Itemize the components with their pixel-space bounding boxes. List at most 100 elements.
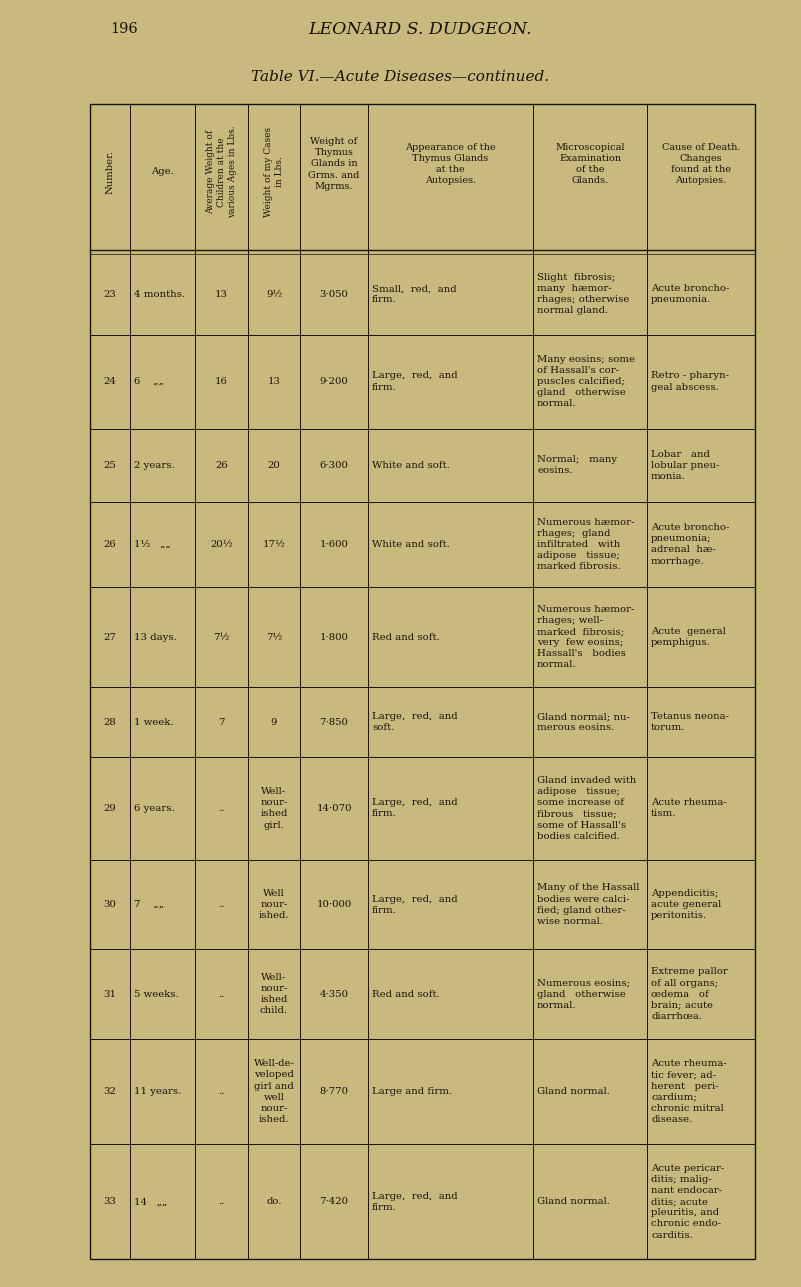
Text: 14   „„: 14 „„ [134,1197,167,1206]
Text: Large,  red,  and
soft.: Large, red, and soft. [372,712,457,732]
Text: 7½: 7½ [213,632,230,641]
Text: Numerous hæmor-
rhages;  gland
infiltrated   with
adipose   tissue;
marked fibro: Numerous hæmor- rhages; gland infiltrate… [537,517,634,571]
Text: 7    „„: 7 „„ [134,900,164,909]
Text: 14·070: 14·070 [316,804,352,813]
Text: 1 week.: 1 week. [134,718,174,727]
Text: 28: 28 [103,718,116,727]
Text: Well
nour-
ished.: Well nour- ished. [259,889,289,920]
Text: Extreme pallor
of all organs;
œdema   of
brain; acute
diarrhœa.: Extreme pallor of all organs; œdema of b… [651,968,728,1021]
Text: Microscopical
Examination
of the
Glands.: Microscopical Examination of the Glands. [555,143,625,185]
Text: 7: 7 [218,718,225,727]
Text: Table VI.—Acute Diseases—continued.: Table VI.—Acute Diseases—continued. [251,69,549,84]
Text: 1⅟₂   „„: 1⅟₂ „„ [134,541,171,548]
Text: Large,  red,  and
firm.: Large, red, and firm. [372,798,457,819]
Text: Normal;   many
eosins.: Normal; many eosins. [537,456,617,475]
Text: 9½: 9½ [266,290,282,299]
Text: 1·800: 1·800 [320,632,348,641]
Text: 24: 24 [103,377,116,386]
Text: 13: 13 [268,377,280,386]
Text: 30: 30 [103,900,116,909]
Text: 4·350: 4·350 [320,990,348,999]
Text: 13: 13 [215,290,228,299]
Text: Lobar   and
lobular pneu-
monia.: Lobar and lobular pneu- monia. [651,449,719,481]
Text: 26: 26 [103,541,116,548]
Text: 26: 26 [215,461,227,470]
Text: ..: .. [218,804,225,813]
Text: Numerous hæmor-
rhages; well-
marked  fibrosis;
very  few eosins;
Hassall's   bo: Numerous hæmor- rhages; well- marked fib… [537,605,634,669]
Text: ..: .. [218,1197,225,1206]
Text: 20: 20 [268,461,280,470]
Text: 196: 196 [110,22,138,36]
Text: Well-
nour-
ished
child.: Well- nour- ished child. [260,973,288,1015]
Text: Slight  fibrosis;
many  hæmor-
rhages; otherwise
normal gland.: Slight fibrosis; many hæmor- rhages; oth… [537,273,630,315]
Text: Number.: Number. [106,151,115,194]
Text: ..: .. [218,990,225,999]
Text: 31: 31 [103,990,116,999]
Text: 1·600: 1·600 [320,541,348,548]
Text: 16: 16 [215,377,228,386]
Text: 8·770: 8·770 [320,1088,348,1097]
Text: 4 months.: 4 months. [134,290,185,299]
Text: 6·300: 6·300 [320,461,348,470]
Text: 27: 27 [103,632,116,641]
Text: Small,  red,  and
firm.: Small, red, and firm. [372,284,457,304]
Text: 6    „„: 6 „„ [134,377,164,386]
Text: Numerous eosins;
gland   otherwise
normal.: Numerous eosins; gland otherwise normal. [537,978,630,1010]
Text: 17½: 17½ [263,541,285,548]
Text: White and soft.: White and soft. [372,461,450,470]
Text: Many eosins; some
of Hassall's cor-
puscles calcified;
gland   otherwise
normal.: Many eosins; some of Hassall's cor- pusc… [537,355,635,408]
Text: Gland invaded with
adipose   tissue;
some increase of
fibrous   tissue;
some of : Gland invaded with adipose tissue; some … [537,776,636,840]
Text: Cause of Death.
Changes
found at the
Autopsies.: Cause of Death. Changes found at the Aut… [662,143,740,185]
Text: 11 years.: 11 years. [134,1088,181,1097]
Text: Large,  red,  and
firm.: Large, red, and firm. [372,1192,457,1212]
Text: Acute rheuma-
tic fever; ad-
herent   peri-
cardium;
chronic mitral
disease.: Acute rheuma- tic fever; ad- herent peri… [651,1059,727,1124]
Text: ..: .. [218,900,225,909]
Text: Average Weight of
Children at the
various Ages in Lbs.: Average Weight of Children at the variou… [206,126,237,219]
Text: ..: .. [218,1088,225,1097]
Text: do.: do. [266,1197,282,1206]
Text: Acute broncho-
pneumonia.: Acute broncho- pneumonia. [651,284,730,304]
Text: Red and soft.: Red and soft. [372,632,440,641]
Text: Well-de-
veloped
girl and
well
nour-
ished.: Well-de- veloped girl and well nour- ish… [254,1059,295,1124]
Text: Large,  red,  and
firm.: Large, red, and firm. [372,894,457,915]
Text: Gland normal; nu-
merous eosins.: Gland normal; nu- merous eosins. [537,712,630,732]
Text: Red and soft.: Red and soft. [372,990,440,999]
Text: Many of the Hassall
bodies were calci-
fied; gland other-
wise normal.: Many of the Hassall bodies were calci- f… [537,883,639,925]
Text: 25: 25 [103,461,116,470]
Text: Acute broncho-
pneumonia;
adrenal  hæ-
morrhage.: Acute broncho- pneumonia; adrenal hæ- mo… [651,524,730,565]
Text: 5 weeks.: 5 weeks. [134,990,179,999]
Bar [90,104,755,1259]
Text: 29: 29 [103,804,116,813]
Text: 9: 9 [271,718,277,727]
Text: Well-
nour-
ished
girl.: Well- nour- ished girl. [260,788,288,830]
Text: Appearance of the
Thymus Glands
at the
Autopsies.: Appearance of the Thymus Glands at the A… [405,143,496,185]
Text: 7½: 7½ [266,632,282,641]
Text: Acute pericar-
ditis; malig-
nant endocar-
ditis; acute
pleuritis, and
chronic e: Acute pericar- ditis; malig- nant endoca… [651,1163,724,1239]
Text: Large,  red,  and
firm.: Large, red, and firm. [372,372,457,391]
Text: Tetanus neona-
torum.: Tetanus neona- torum. [651,712,729,732]
Text: 3·050: 3·050 [320,290,348,299]
Text: Gland normal.: Gland normal. [537,1197,610,1206]
Text: Acute  general
pemphigus.: Acute general pemphigus. [651,627,726,647]
Text: 10·000: 10·000 [316,900,352,909]
Text: 7·850: 7·850 [320,718,348,727]
Text: White and soft.: White and soft. [372,541,450,548]
Text: 33: 33 [103,1197,116,1206]
Text: Age.: Age. [151,167,174,176]
Text: 32: 32 [103,1088,116,1097]
Text: Gland normal.: Gland normal. [537,1088,610,1097]
Text: 9·200: 9·200 [320,377,348,386]
Text: Large and firm.: Large and firm. [372,1088,453,1097]
Text: 7·420: 7·420 [320,1197,348,1206]
Text: 23: 23 [103,290,116,299]
Text: Weight of
Thymus
Glands in
Grms. and
Mgrms.: Weight of Thymus Glands in Grms. and Mgr… [308,138,360,190]
Text: 2 years.: 2 years. [134,461,175,470]
Text: 20½: 20½ [210,541,233,548]
Text: Appendicitis;
acute general
peritonitis.: Appendicitis; acute general peritonitis. [651,889,721,920]
Text: 6 years.: 6 years. [134,804,175,813]
Text: Retro - pharyn-
geal abscess.: Retro - pharyn- geal abscess. [651,372,729,391]
Text: Acute rheuma-
tism.: Acute rheuma- tism. [651,798,727,819]
Text: 13 days.: 13 days. [134,632,177,641]
Text: Weight of my Cases
in Lbs.: Weight of my Cases in Lbs. [264,127,284,218]
Text: LEONARD S. DUDGEON.: LEONARD S. DUDGEON. [308,21,532,37]
